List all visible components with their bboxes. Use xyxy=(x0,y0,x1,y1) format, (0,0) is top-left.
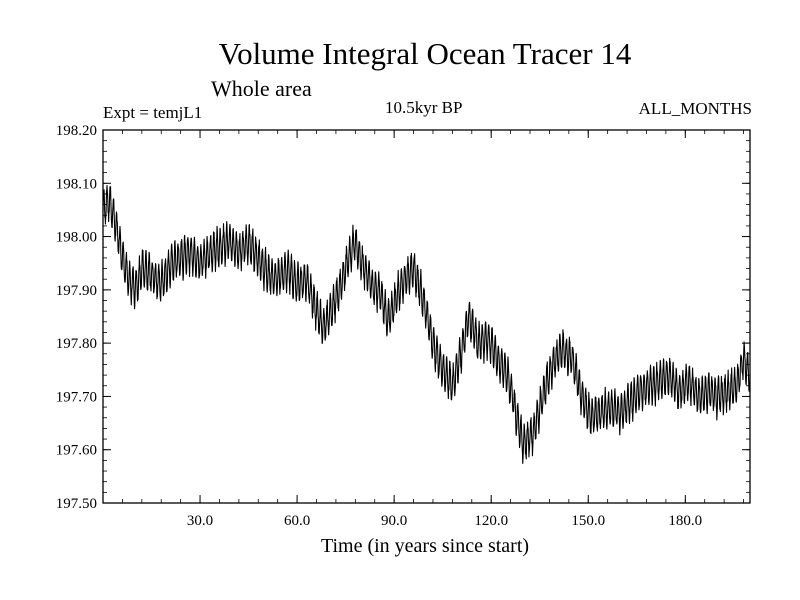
y-tick-label: 198.20 xyxy=(56,123,97,139)
series-line xyxy=(102,185,751,464)
x-tick-label: 150.0 xyxy=(571,513,605,529)
tick-labels: 197.50 197.60 197.70 197.80 197.90 198.00 198.… xyxy=(56,123,702,529)
plot-series xyxy=(102,185,751,464)
y-tick-label: 197.90 xyxy=(56,283,97,299)
y-tick-label: 198.00 xyxy=(56,230,97,246)
y-tick-label: 197.50 xyxy=(56,496,97,512)
x-axis-label: Time (in years since start) xyxy=(320,535,530,557)
y-tick-label: 197.60 xyxy=(56,443,97,459)
axis-ticks xyxy=(103,129,750,504)
chart-subtitle: Whole area xyxy=(211,76,312,101)
x-tick-label: 60.0 xyxy=(284,513,310,529)
experiment-label: Expt = temjL1 xyxy=(103,103,203,122)
x-tick-label: 30.0 xyxy=(187,513,213,529)
y-tick-label: 198.10 xyxy=(56,176,97,192)
x-tick-label: 180.0 xyxy=(668,513,702,529)
y-tick-label: 197.80 xyxy=(56,336,97,352)
period-label: 10.5kyr BP xyxy=(385,98,463,117)
months-label: ALL_MONTHS xyxy=(638,99,752,118)
x-tick-label: 120.0 xyxy=(474,513,508,529)
y-tick-label: 197.70 xyxy=(56,389,97,405)
plot-frame xyxy=(102,129,751,504)
x-tick-label: 90.0 xyxy=(381,513,407,529)
chart-title: Volume Integral Ocean Tracer 14 xyxy=(218,36,632,71)
